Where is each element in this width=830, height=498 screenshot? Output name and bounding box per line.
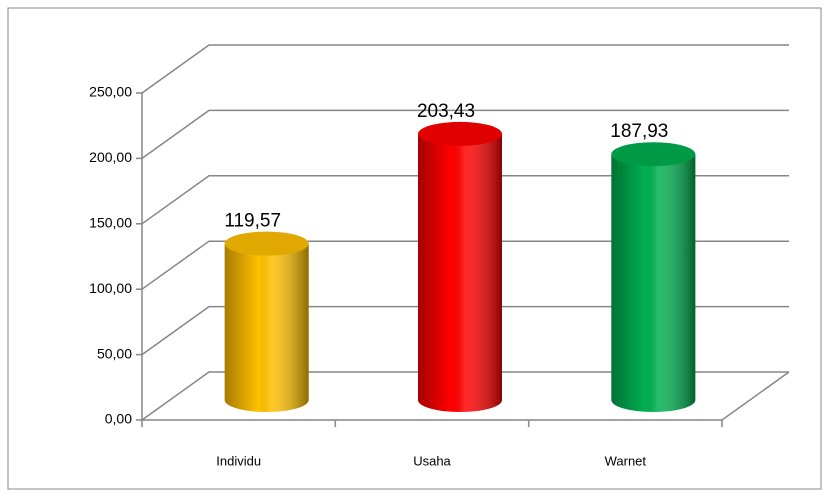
bar xyxy=(611,142,696,413)
y-tick-label: 200,00 xyxy=(89,149,132,165)
bar xyxy=(418,121,502,412)
grid-line xyxy=(141,240,789,290)
grid-line xyxy=(141,175,789,225)
bar xyxy=(224,231,309,413)
value-label: 203,43 xyxy=(417,101,475,122)
y-tick-label: 150,00 xyxy=(89,215,132,231)
bar-top xyxy=(611,142,696,167)
bar-shade xyxy=(224,243,309,413)
y-tick-label: 100,00 xyxy=(89,280,132,296)
bar-top-shade xyxy=(611,142,696,167)
x-tick-label: Warnet xyxy=(605,453,647,468)
y-tick-label: 0,00 xyxy=(105,411,132,427)
value-label: 187,93 xyxy=(610,121,668,142)
bar-top xyxy=(224,231,309,256)
value-label: 119,57 xyxy=(224,211,281,232)
bar-shade xyxy=(611,154,696,413)
grid-line xyxy=(141,109,789,160)
grid-line xyxy=(141,44,789,94)
bar-top-shade xyxy=(418,121,502,146)
bar-shade xyxy=(418,133,502,412)
y-tick-label: 50,00 xyxy=(97,345,132,361)
x-tick-label: Individu xyxy=(216,453,261,468)
bar-top-shade xyxy=(224,231,309,256)
bar-top xyxy=(418,121,502,146)
grid-line xyxy=(141,305,789,356)
grid-line xyxy=(141,371,789,421)
y-tick-label: 250,00 xyxy=(89,84,132,100)
x-tick-label: Usaha xyxy=(413,453,451,468)
